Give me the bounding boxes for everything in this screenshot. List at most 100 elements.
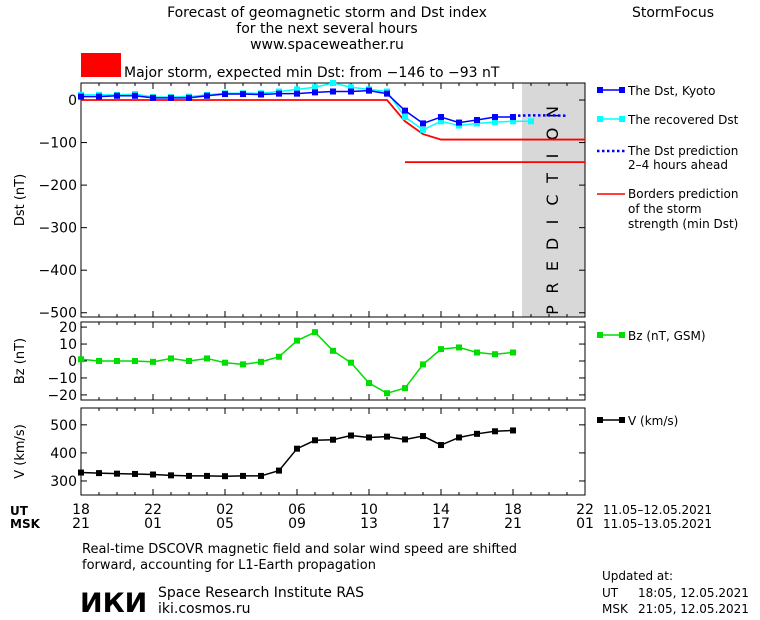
updated-msk-label: MSK [602, 602, 629, 616]
msk-tick-label: 09 [288, 516, 306, 532]
speed-point [384, 433, 390, 440]
bz-point [258, 358, 264, 365]
msk-tick-label: 21 [504, 516, 522, 532]
speed-point [330, 436, 336, 443]
prediction-letter: C [543, 194, 562, 205]
legend-dst-kyoto-label: The Dst, Kyoto [627, 84, 715, 98]
legend-borders-label-2: of the storm [628, 202, 702, 216]
dst-recovered-point [402, 114, 408, 121]
dst-kyoto-point [366, 87, 372, 94]
speed-point [312, 437, 318, 444]
dst-panel-frame [80, 82, 586, 318]
bz-point [204, 355, 210, 362]
y-tick-label: 20 [59, 320, 77, 336]
chart-title: Forecast of geomagnetic storm and Dst in… [167, 5, 487, 21]
bz-point [420, 361, 426, 368]
speed-point [402, 436, 408, 443]
y-tick-label: 500 [50, 418, 77, 434]
dst-kyoto-point [438, 114, 444, 121]
msk-tick-label: 01 [144, 516, 162, 532]
y-tick-label: −400 [39, 263, 77, 279]
prediction-letter: D [543, 238, 562, 250]
dst-recovered-point [420, 126, 426, 133]
prediction-letter: T [543, 173, 562, 184]
dst-kyoto-point [510, 114, 516, 121]
dst-kyoto-point [312, 89, 318, 96]
bz-point [510, 349, 516, 356]
bz-point [96, 358, 102, 364]
dst-recovered-line [81, 82, 531, 131]
axes-group: 0−100−200−300−400−50020100−10−2050040030… [39, 83, 586, 495]
ut-tick-label: 06 [288, 502, 306, 518]
y-tick-label: 400 [50, 446, 77, 462]
speed-point [348, 432, 354, 439]
speed-point [438, 442, 444, 449]
y-tick-label: 10 [59, 337, 77, 353]
speed-point [276, 467, 282, 474]
msk-tick-label: 21 [72, 516, 90, 532]
legend-borders-label-1: Borders prediction [628, 187, 739, 201]
dst-kyoto-point [150, 94, 156, 101]
legend-prediction: The Dst prediction 2–4 hours ahead [597, 144, 738, 172]
bz-point [402, 385, 408, 392]
bz-point [186, 358, 192, 364]
prediction-letter: N [543, 106, 562, 118]
speed-point [456, 434, 462, 441]
speed-point [186, 472, 192, 479]
dst-recovered-point [492, 119, 498, 126]
speed-point [150, 471, 156, 478]
updated-ut-value: 18:05, 12.05.2021 [638, 586, 749, 600]
footnote-line-1: Real-time DSCOVR magnetic field and sola… [82, 542, 517, 557]
bz-point [384, 390, 390, 397]
y-tick-label: −200 [39, 178, 77, 194]
bz-point [240, 361, 246, 368]
dst-kyoto-point [330, 88, 336, 95]
dst-kyoto-point [186, 94, 192, 101]
marks-group [78, 80, 585, 480]
updated-msk-value: 21:05, 12.05.2021 [638, 602, 749, 616]
legend-prediction-label-1: The Dst prediction [627, 144, 738, 158]
speed-point [258, 472, 264, 479]
dst-kyoto-point [132, 92, 138, 99]
chart-subtitle: for the next several hours [236, 21, 417, 37]
bz-point [474, 349, 480, 356]
dst-recovered-point [474, 120, 480, 127]
ut-tick-label: 02 [216, 502, 234, 518]
bz-point [456, 344, 462, 351]
institute-url[interactable]: iki.cosmos.ru [158, 601, 250, 617]
dst-recovered-point [294, 86, 300, 93]
dst-recovered-point [348, 84, 354, 91]
ut-row-label: UT [10, 504, 29, 518]
dst-kyoto-point [168, 94, 174, 101]
ut-tick-label: 18 [504, 502, 522, 518]
speed-point [132, 470, 138, 477]
bz-point [294, 337, 300, 344]
speed-point [240, 472, 246, 479]
legend: The Dst, Kyoto The recovered Dst The Dst… [597, 84, 739, 428]
ut-tick-label: 22 [576, 502, 594, 518]
bz-point [492, 351, 498, 358]
dst-kyoto-point [384, 90, 390, 97]
site-url[interactable]: www.spaceweather.ru [250, 37, 404, 53]
bz-point [330, 347, 336, 354]
speed-point [492, 428, 498, 435]
dst-kyoto-point [348, 88, 354, 95]
speed-point [168, 472, 174, 479]
msk-tick-label: 05 [216, 516, 234, 532]
speed-point [510, 427, 516, 434]
bz-point [438, 346, 444, 353]
legend-borders: Borders prediction of the storm strength… [597, 187, 739, 231]
dst-kyoto-point [96, 93, 102, 100]
v-axis-label: V (km/s) [13, 424, 28, 479]
v-panel-frame [80, 407, 586, 496]
legend-dst-kyoto: The Dst, Kyoto [597, 84, 715, 98]
dst-kyoto-point [474, 117, 480, 124]
msk-date-range: 11.05–13.05.2021 [603, 517, 712, 531]
bz-point [150, 358, 156, 365]
dst-kyoto-point [204, 92, 210, 99]
institute-name: Space Research Institute RAS [158, 585, 364, 601]
y-tick-label: −500 [39, 306, 77, 322]
legend-prediction-label-2: 2–4 hours ahead [628, 158, 728, 172]
dst-kyoto-point [402, 107, 408, 114]
